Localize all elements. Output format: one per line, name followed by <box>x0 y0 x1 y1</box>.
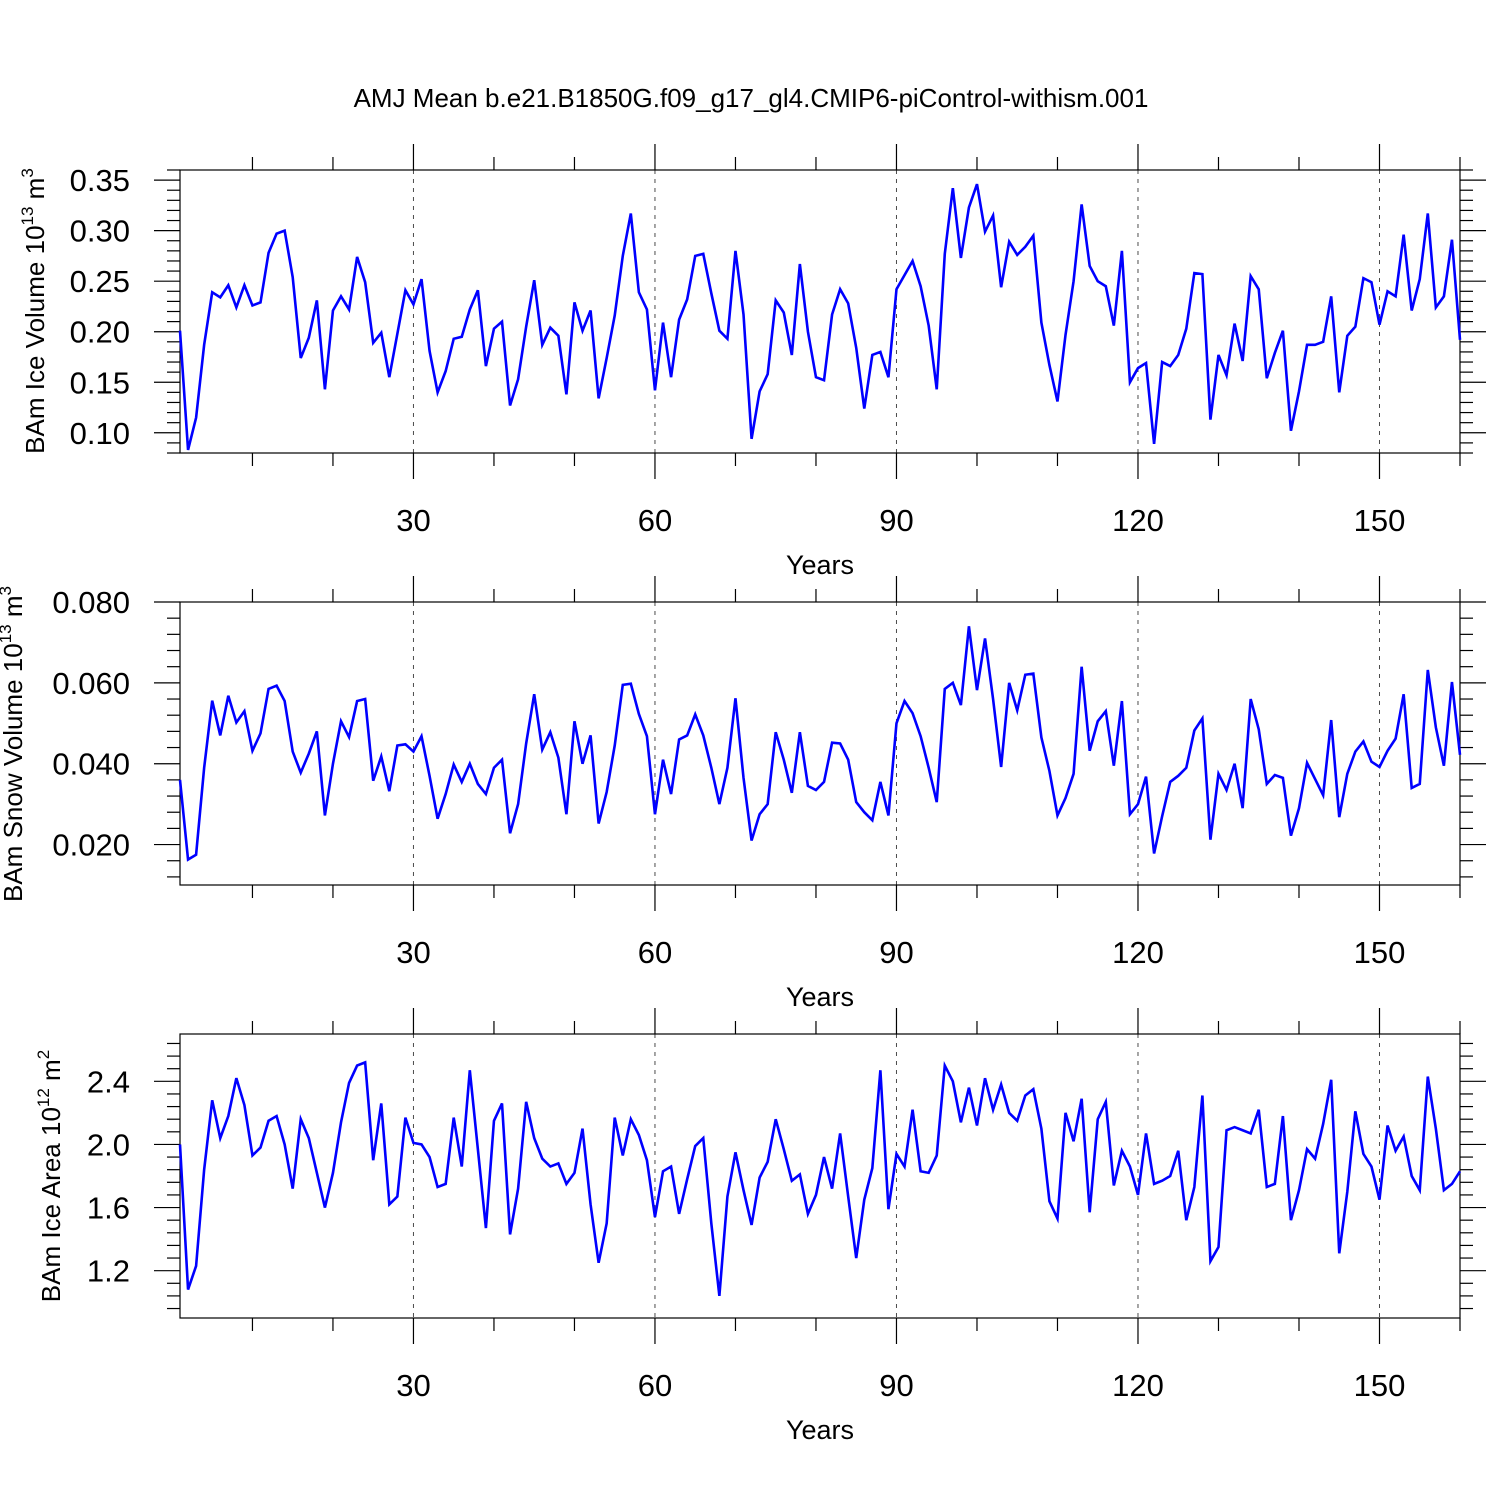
y-axis-label: BAm Ice Volume 1013 m3 <box>18 168 50 454</box>
y-tick-label: 0.15 <box>70 365 130 400</box>
series-line-2-1 <box>178 626 1462 862</box>
x-tick-label: 30 <box>396 1368 430 1403</box>
y-tick-label: 0.20 <box>70 315 130 350</box>
x-axis-label: Years <box>786 982 854 1012</box>
x-axis-label: Years <box>786 550 854 580</box>
y-tick-label: 2.0 <box>87 1127 130 1162</box>
y-tick-label: 0.30 <box>70 214 130 249</box>
x-axis-label: Years <box>786 1415 854 1445</box>
y-axis-label-unit: m <box>36 1059 66 1081</box>
y-tick-label: 0.25 <box>70 264 130 299</box>
x-tick-label: 60 <box>638 935 672 970</box>
panel-2: 0.020 0.040 0.060 0.080 30 60 90 120 150 Years BAm… <box>0 576 1486 1012</box>
x-tick-label: 150 <box>1354 935 1406 970</box>
y-tick-label: 1.6 <box>87 1191 130 1226</box>
x-tick-label: 150 <box>1354 503 1406 538</box>
y-tick-label: 1.2 <box>87 1254 130 1289</box>
y-axis-label-unit: m <box>0 595 28 617</box>
panel-1: 0.10 0.15 0.20 0.25 0.30 0.35 30 60 90 120 150 Year… <box>18 144 1486 580</box>
y-tick-label: 0.080 <box>52 585 130 620</box>
x-tick-label: 30 <box>396 503 430 538</box>
y-axis-label-main: BAm Ice Volume 10 <box>20 225 50 453</box>
x-tick-label: 120 <box>1112 935 1164 970</box>
x-tick-label: 60 <box>638 1368 672 1403</box>
x-tick-label: 90 <box>879 1368 913 1403</box>
y-axis-label-space <box>20 199 50 206</box>
x-tick-label: 150 <box>1354 1368 1406 1403</box>
y-axis-label: BAm Ice Area 1012 m2 <box>34 1050 66 1302</box>
x-tick-label: 60 <box>638 503 672 538</box>
series-line-3-1 <box>178 1060 1462 1297</box>
y-axis-label-space <box>36 1081 66 1088</box>
chart-title: AMJ Mean b.e21.B1850G.f09_g17_gl4.CMIP6-… <box>354 83 1149 113</box>
plot-frame <box>179 169 1461 454</box>
y-tick-label: 2.4 <box>87 1064 130 1099</box>
x-tick-label: 120 <box>1112 1368 1164 1403</box>
x-tick-label: 90 <box>879 935 913 970</box>
y-tick-label: 0.35 <box>70 163 130 198</box>
y-axis-label-exponent: 12 <box>34 1088 53 1107</box>
y-axis-label: BAm Snow Volume 1013 m3 <box>0 586 28 902</box>
y-tick-label: 0.060 <box>52 666 130 701</box>
series-line-1-1 <box>178 183 1462 451</box>
y-tick-label: 0.040 <box>52 747 130 782</box>
y-axis-label-exponent: 13 <box>18 207 37 226</box>
y-axis-label-main: BAm Snow Volume 10 <box>0 643 28 902</box>
x-tick-label: 90 <box>879 503 913 538</box>
y-axis-label-unit-exponent: 3 <box>18 168 37 177</box>
y-axis-label-exponent: 13 <box>0 624 15 643</box>
plot-frame <box>179 1033 1461 1319</box>
y-tick-label: 0.020 <box>52 828 130 863</box>
y-axis-label-unit-exponent: 3 <box>0 586 15 595</box>
y-axis-label-unit: m <box>20 178 50 200</box>
y-tick-label: 0.10 <box>70 416 130 451</box>
x-tick-label: 120 <box>1112 503 1164 538</box>
y-axis-label-unit-exponent: 2 <box>34 1050 53 1059</box>
x-tick-label: 30 <box>396 935 430 970</box>
y-axis-label-space <box>0 617 28 624</box>
plot-frame <box>179 601 1461 886</box>
y-axis-label-main: BAm Ice Area 10 <box>36 1107 66 1302</box>
panel-3: 1.2 1.6 2.0 2.4 30 60 90 120 150 Years BAm Ice Are… <box>34 1008 1486 1445</box>
